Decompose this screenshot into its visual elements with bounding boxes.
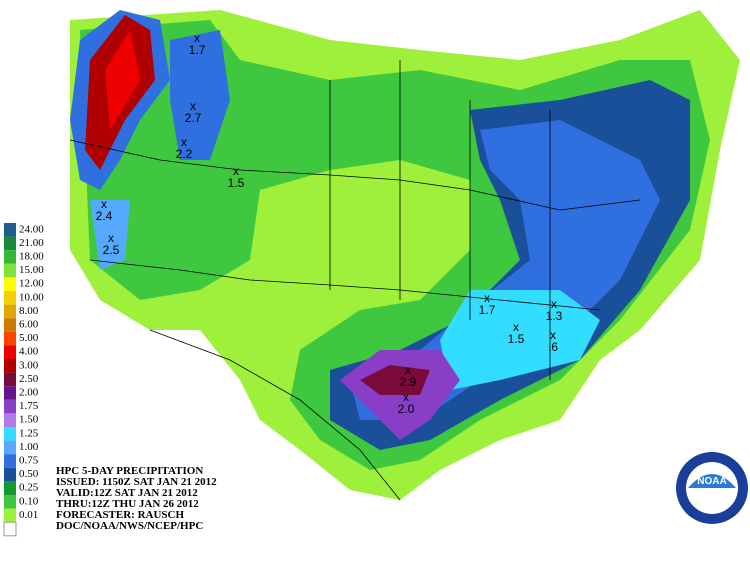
legend-label: 10.00 bbox=[19, 291, 44, 303]
legend-label: 1.75 bbox=[19, 400, 39, 412]
max-marker: x bbox=[551, 297, 557, 311]
noaa-logo: NOAA bbox=[676, 452, 748, 524]
logo-text: NOAA bbox=[697, 476, 726, 487]
field-nrock bbox=[170, 30, 230, 160]
max-marker: x bbox=[403, 390, 409, 404]
header-line: VALID:12Z SAT JAN 21 2012 bbox=[56, 487, 198, 499]
max-label: 1.7 bbox=[189, 43, 206, 57]
max-label: 2.9 bbox=[400, 375, 417, 389]
logo-bird bbox=[688, 474, 736, 488]
max-label: 1.5 bbox=[508, 332, 525, 346]
max-marker: x bbox=[101, 197, 107, 211]
header-line: DOC/NOAA/NWS/NCEP/HPC bbox=[56, 520, 203, 532]
boundary bbox=[69, 139, 641, 211]
legend-label: 0.50 bbox=[19, 468, 39, 480]
header: HPC 5-DAY PRECIPITATION ISSUED: 1150Z SA… bbox=[56, 465, 217, 532]
legend-swatch bbox=[4, 508, 16, 523]
legend-label: 6.00 bbox=[19, 319, 39, 331]
legend-swatch bbox=[4, 236, 16, 251]
legend-label: 2.00 bbox=[19, 387, 39, 399]
legend-label: 12.00 bbox=[19, 278, 44, 290]
legend-swatch bbox=[4, 359, 16, 373]
legend-label: 1.25 bbox=[19, 427, 39, 439]
legend-label: 15.00 bbox=[19, 264, 44, 276]
legend-swatch bbox=[4, 291, 16, 305]
legend-label: 1.00 bbox=[19, 441, 39, 453]
legend-swatch bbox=[4, 250, 16, 264]
max-label: 2.2 bbox=[176, 147, 193, 161]
max-label: 1.7 bbox=[479, 303, 496, 317]
legend-label: 24.00 bbox=[19, 223, 44, 235]
max-marker: x bbox=[550, 328, 556, 342]
legend-label: 1.50 bbox=[19, 414, 39, 426]
legend-swatch bbox=[4, 399, 16, 414]
max-marker: x bbox=[233, 164, 239, 178]
boundary bbox=[329, 60, 551, 380]
max-marker: x bbox=[405, 363, 411, 377]
max-label: .6 bbox=[548, 340, 558, 354]
max-label: 2.0 bbox=[398, 402, 415, 416]
max-label: 2.5 bbox=[103, 243, 120, 257]
field-nw-400 bbox=[105, 30, 140, 130]
legend-swatch bbox=[4, 318, 16, 332]
legend-label: 0.10 bbox=[19, 495, 39, 507]
field-125 bbox=[440, 290, 600, 390]
precip-fields bbox=[70, 10, 740, 500]
legend-swatch bbox=[4, 386, 16, 400]
max-marker: x bbox=[484, 291, 490, 305]
header-line: ISSUED: 1150Z SAT JAN 21 2012 bbox=[56, 476, 217, 488]
legend-swatch bbox=[4, 454, 16, 468]
legend-swatch bbox=[4, 481, 16, 495]
boundaries bbox=[69, 60, 641, 501]
legend-swatch bbox=[4, 495, 16, 509]
header-line: HPC 5-DAY PRECIPITATION bbox=[56, 465, 203, 477]
legend-swatch bbox=[4, 223, 16, 237]
legend-swatch bbox=[4, 304, 16, 319]
legend-swatch bbox=[4, 427, 16, 441]
legend-swatch bbox=[3, 521, 17, 537]
max-marker: x bbox=[513, 320, 519, 334]
field-sierra bbox=[90, 200, 130, 270]
legend-label: 4.00 bbox=[19, 346, 39, 358]
legend-swatch bbox=[4, 413, 16, 427]
legend-swatch bbox=[4, 345, 16, 359]
legend-label: 18.00 bbox=[19, 251, 44, 263]
legend-label: 5.00 bbox=[19, 332, 39, 344]
max-marker: x bbox=[194, 31, 200, 45]
legend-label: 0.25 bbox=[19, 482, 39, 494]
legend-swatch bbox=[4, 277, 16, 291]
header-line: THRU:12Z THU JAN 26 2012 bbox=[56, 498, 199, 510]
field-250 bbox=[360, 365, 430, 395]
legend-label: 2.50 bbox=[19, 373, 39, 385]
header-line: FORECASTER: RAUSCH bbox=[56, 509, 184, 521]
legend-swatch bbox=[4, 331, 16, 346]
legend-label: 3.00 bbox=[19, 359, 39, 371]
legend-label: 8.00 bbox=[19, 305, 39, 317]
legend-swatch bbox=[4, 467, 16, 482]
field-075 bbox=[350, 120, 660, 420]
max-marker: x bbox=[181, 135, 187, 149]
max-label: 1.5 bbox=[228, 176, 245, 190]
legend-swatch bbox=[4, 440, 16, 455]
max-label: 1.3 bbox=[546, 309, 563, 323]
max-marker: x bbox=[190, 99, 196, 113]
legend-swatch bbox=[4, 263, 16, 278]
max-marker: x bbox=[108, 231, 114, 245]
legend-label: 0.75 bbox=[19, 455, 39, 467]
legend-label: 0.01 bbox=[19, 509, 38, 521]
legend-swatch bbox=[4, 372, 16, 387]
maxima: x1.7x2.7x2.2x1.5x2.4x2.5x2.9x2.0x1.7x1.5… bbox=[96, 31, 563, 416]
boundary bbox=[149, 329, 401, 501]
max-label: 2.7 bbox=[185, 111, 202, 125]
legend-label: 21.00 bbox=[19, 237, 44, 249]
max-label: 2.4 bbox=[96, 209, 113, 223]
